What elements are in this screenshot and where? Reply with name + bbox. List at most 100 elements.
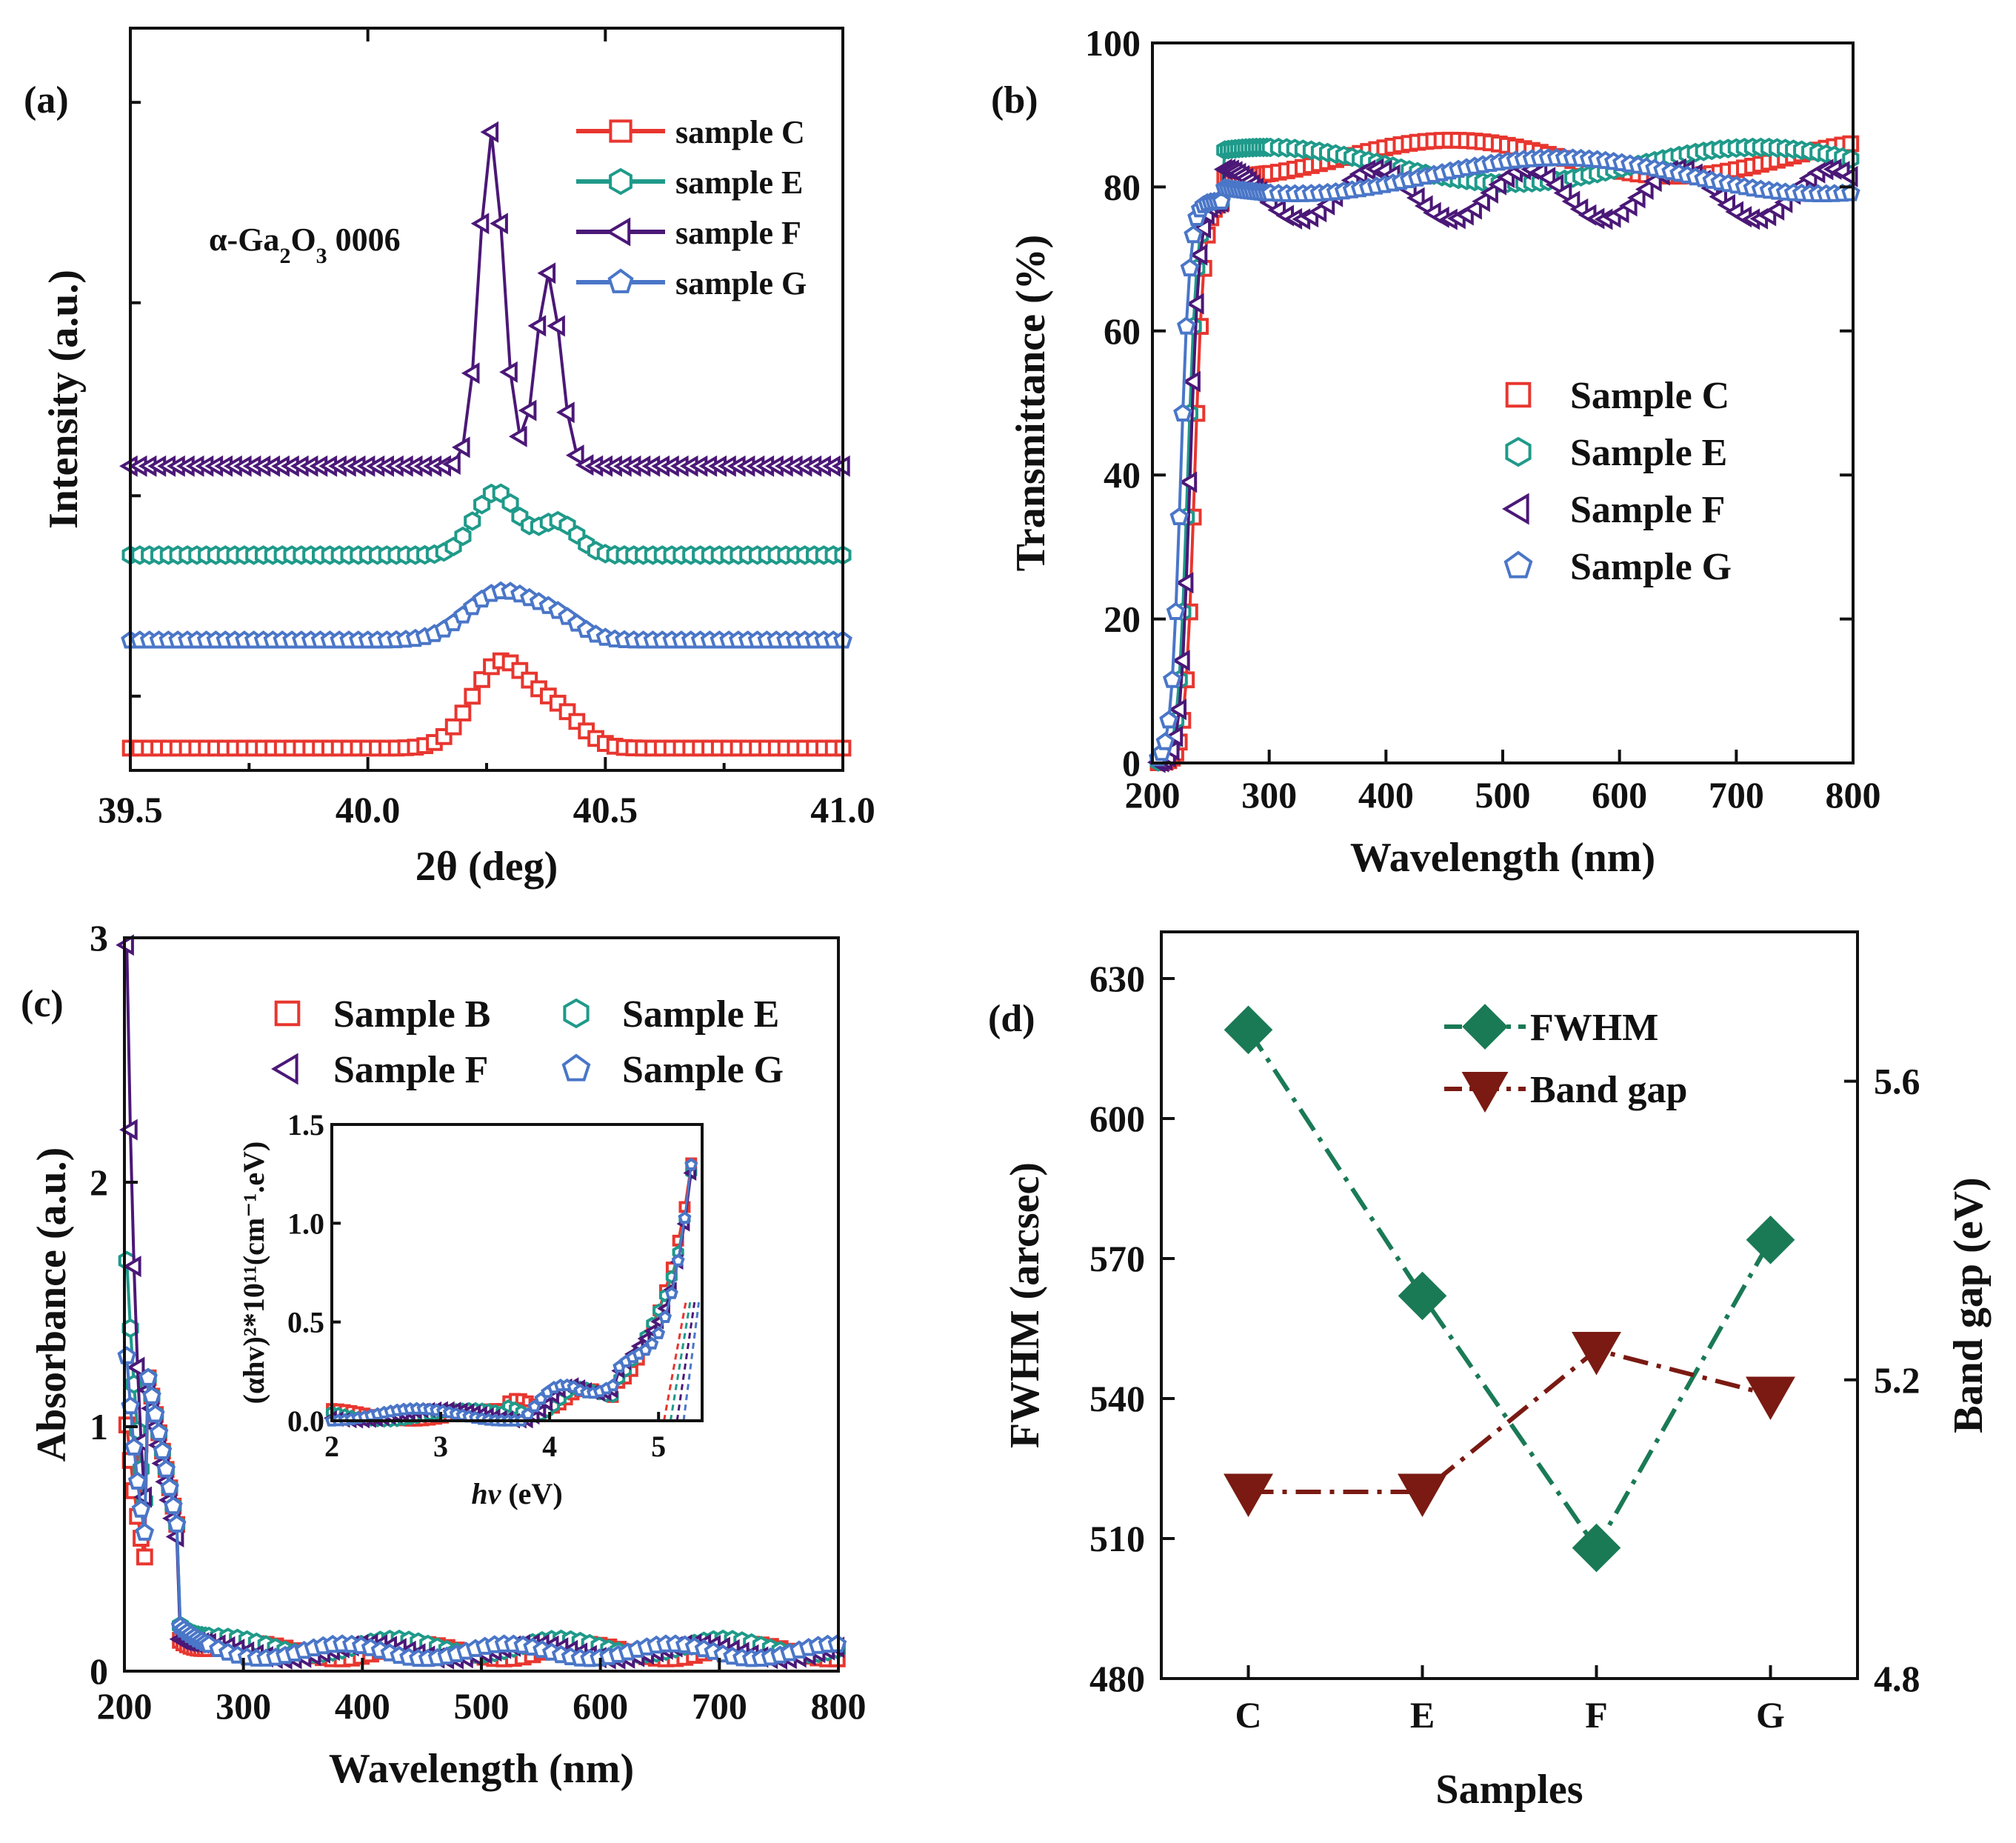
panel-d-legend-label: FWHM <box>1530 1007 1658 1049</box>
panel-c-inset-point <box>664 1286 678 1299</box>
panel-b-series-sample-g <box>1149 148 1860 767</box>
panel-b-point <box>1553 182 1572 204</box>
panel-b-label: (b) <box>991 79 1038 121</box>
panel-d-series-band-gap <box>1224 1332 1795 1518</box>
panel-a-series-sample-f <box>119 121 850 477</box>
panel-b-point <box>1172 650 1190 672</box>
panel-b-point <box>1841 183 1860 201</box>
panel-c-legend-marker <box>271 1053 298 1085</box>
panel-c-xtick-label: 500 <box>454 1685 510 1727</box>
panel-b-legend-label: Sample C <box>1570 375 1729 417</box>
panel-d-ytick-label: 540 <box>1089 1378 1145 1419</box>
panel-d-legend-label: Band gap <box>1530 1069 1687 1111</box>
panel-c-inset-xtick-label: 4 <box>542 1430 557 1463</box>
panel-b-point <box>1173 403 1192 421</box>
panel-b-series-sample-e <box>1149 137 1860 772</box>
panel-b-line <box>1158 139 1852 764</box>
panel-c: 200 300 400 500 600 700 800 0 1 2 3 Wavelength (nm)… <box>21 917 867 1792</box>
panel-b-point <box>1189 244 1208 266</box>
panel-b-xtick-label: 800 <box>1826 774 1881 816</box>
panel-c-ytick-label: 3 <box>90 917 108 959</box>
panel-c-inset-xtick-label: 2 <box>324 1430 339 1463</box>
panel-c-point <box>160 1478 179 1496</box>
panel-d-ylabel: FWHM (arcsec) <box>1002 1162 1048 1448</box>
panel-b-point <box>1155 732 1175 750</box>
panel-a-point <box>464 511 481 531</box>
panel-a-xtick-label: 40.0 <box>336 789 401 830</box>
panel-b-point <box>1406 187 1425 209</box>
panel-c-point <box>153 1441 173 1459</box>
panel-a-legend-label: sample C <box>675 114 805 150</box>
panel-c-label: (c) <box>21 983 64 1025</box>
panel-b-point <box>1168 699 1186 721</box>
panel-d-point <box>1572 1523 1621 1573</box>
panel-b-point <box>1537 167 1556 189</box>
panel-a-point <box>454 704 472 721</box>
panel-b-point <box>1709 186 1727 207</box>
panel-d-series-fwhm <box>1224 1005 1795 1573</box>
panel-b-legend-label: Sample F <box>1570 489 1725 531</box>
panel-c-inset-point <box>606 1379 620 1392</box>
panel-b-ytick-label: 100 <box>1085 22 1141 64</box>
panel-a-point <box>537 262 556 284</box>
panel-d-ytick-label: 480 <box>1089 1658 1145 1699</box>
panel-c-point <box>165 1526 184 1547</box>
panel-a-legend-marker <box>606 217 631 247</box>
panel-c-point <box>117 1346 137 1364</box>
panel-c-xtick-label: 700 <box>692 1685 747 1727</box>
panel-a-point <box>501 493 519 513</box>
panel-a-point <box>556 401 575 424</box>
panel-d-ytick-label: 600 <box>1089 1098 1145 1139</box>
panel-b-line <box>1158 145 1852 764</box>
panel-b-point <box>1635 179 1654 200</box>
panel-b-point <box>1472 190 1490 213</box>
panel-a-xtick-label: 40.5 <box>573 789 638 830</box>
panel-a-point <box>499 361 518 383</box>
panel-c-point <box>145 1404 165 1423</box>
panel-a-point <box>490 213 508 235</box>
panel-c-inset-ytick-label: 0.0 <box>287 1404 324 1438</box>
panel-c-legend-label: Sample B <box>333 993 490 1036</box>
panel-b-series-sample-c <box>1149 131 1860 771</box>
panel-c-inset-ytick-label: 0.5 <box>287 1306 324 1339</box>
panel-b-point <box>1842 135 1860 153</box>
panel-c-series-sample-g <box>117 1346 847 1667</box>
panel-c-inset-point <box>533 1403 547 1419</box>
panel-c-inset-point <box>658 1310 672 1323</box>
panel-d-frame <box>1160 930 1859 1680</box>
panel-d-line <box>1246 1028 1773 1553</box>
panel-d-point <box>1224 1005 1273 1055</box>
panel-d-point <box>1224 1473 1273 1518</box>
panel-a-legend-marker <box>607 268 634 293</box>
panel-c-point <box>119 1119 138 1141</box>
panel-c-inset-ytick-label: 1.5 <box>287 1108 324 1142</box>
panel-c-legend-marker <box>563 998 590 1029</box>
panel-a-point <box>527 315 547 337</box>
panel-a-point <box>451 436 470 459</box>
panel-a-point <box>442 453 461 475</box>
panel-b-ytick-label: 60 <box>1104 310 1141 352</box>
panel-b-ytick-label: 0 <box>1122 742 1141 784</box>
panel-a-legend-label: sample F <box>675 215 801 251</box>
panel-a-xtick-label: 41.0 <box>810 789 875 830</box>
panel-b-xtick-label: 400 <box>1358 774 1414 816</box>
panel-c-ytick-label: 2 <box>90 1162 108 1203</box>
panel-c-xtick-label: 300 <box>216 1685 271 1727</box>
panel-c-inset-point <box>678 1210 692 1224</box>
panel-c-ylabel: Absorbance (a.u.) <box>29 1147 75 1462</box>
panel-c-xtick-label: 600 <box>573 1685 628 1727</box>
panel-c-legend-marker <box>561 1053 591 1082</box>
panel-c-ytick-label: 0 <box>90 1650 108 1692</box>
panel-c-inset-ylabel: (αhv)²*10¹¹(cm⁻¹.eV) <box>237 1142 270 1404</box>
panel-a-series-sample-c <box>121 652 852 757</box>
panel-a-point <box>508 425 527 447</box>
panel-c-inset-point <box>645 1336 659 1350</box>
panel-c-inset-xtick-label: 3 <box>433 1430 448 1463</box>
panel-c-inset-xlabel: hv (eV) <box>471 1477 562 1510</box>
panel-b-point <box>1159 710 1178 729</box>
panel-c-xtick-label: 400 <box>335 1685 390 1727</box>
panel-b-point <box>1488 173 1506 196</box>
panel-d-point <box>1746 1376 1795 1421</box>
panel-a-xtick-label: 39.5 <box>98 789 163 830</box>
